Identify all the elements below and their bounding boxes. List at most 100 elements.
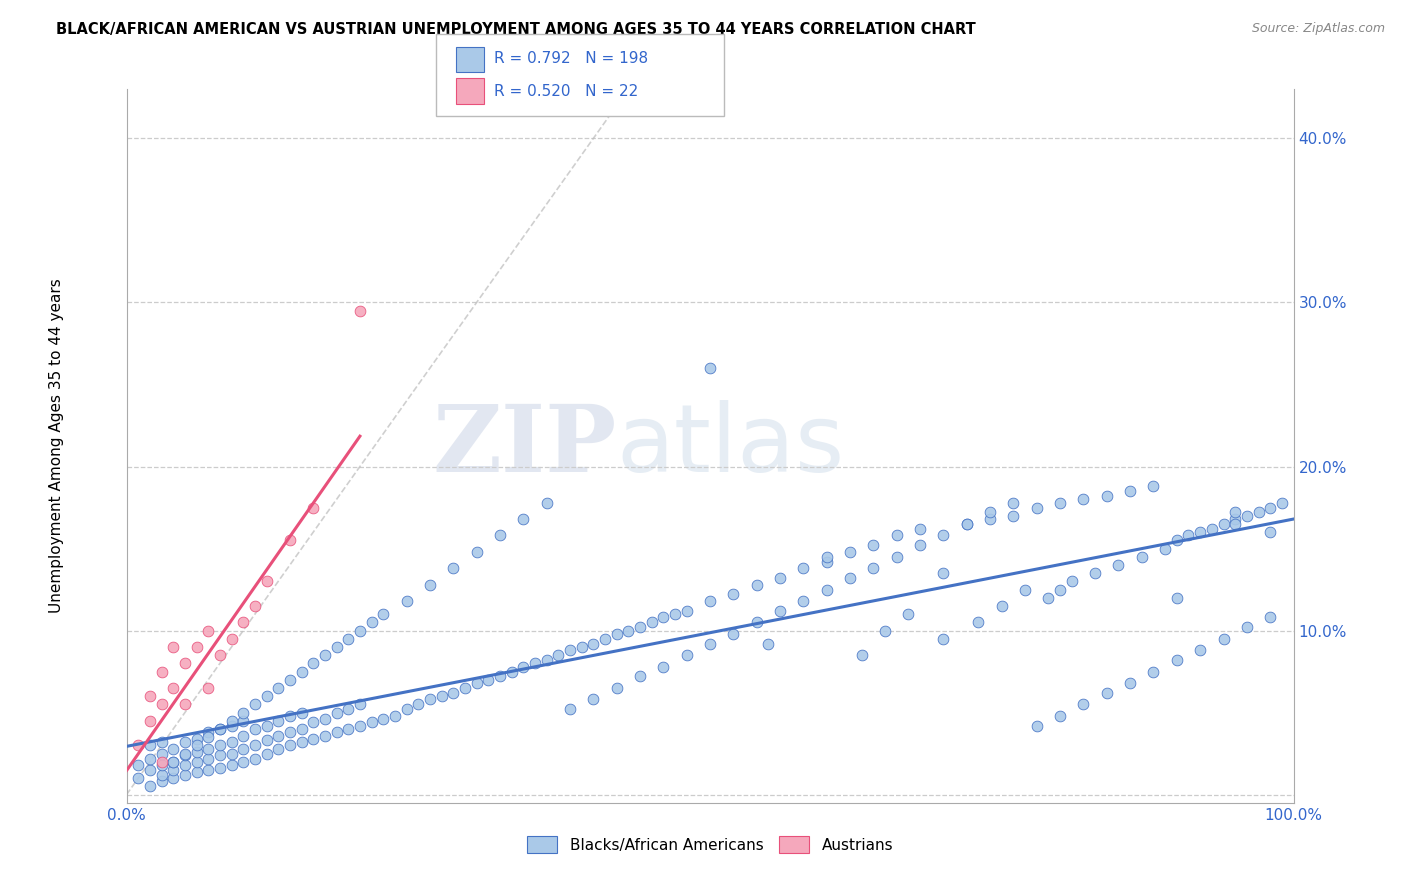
Point [908, 538, 931, 552]
Point [174, 698, 197, 712]
Point [652, 659, 675, 673]
Point [675, 604, 697, 618]
Point [699, 594, 721, 608]
Point [278, 533, 301, 548]
Text: BLACK/AFRICAN AMERICAN VS AUSTRIAN UNEMPLOYMENT AMONG AGES 35 TO 44 YEARS CORREL: BLACK/AFRICAN AMERICAN VS AUSTRIAN UNEMP… [56, 22, 976, 37]
Point [197, 741, 219, 756]
Point [886, 549, 908, 564]
Point [197, 751, 219, 765]
Point [243, 698, 266, 712]
Point [349, 719, 371, 733]
Point [232, 729, 254, 743]
Point [489, 669, 512, 683]
Point [628, 620, 651, 634]
Point [221, 735, 243, 749]
Point [256, 689, 278, 703]
Point [699, 637, 721, 651]
Point [465, 676, 488, 690]
Point [769, 571, 792, 585]
Point [723, 627, 745, 641]
Point [477, 673, 499, 687]
Point [956, 516, 979, 531]
Point [208, 722, 231, 736]
Point [1049, 709, 1071, 723]
Point [278, 673, 301, 687]
Point [1049, 495, 1071, 509]
Point [127, 739, 149, 753]
Point [606, 681, 628, 695]
Point [932, 566, 955, 581]
Point [536, 495, 558, 509]
Point [278, 709, 301, 723]
Point [373, 607, 395, 622]
Point [571, 640, 593, 654]
Point [186, 739, 208, 753]
Point [1002, 495, 1025, 509]
Point [606, 627, 628, 641]
Point [208, 761, 231, 775]
Point [1108, 558, 1130, 572]
Point [290, 722, 312, 736]
Point [419, 692, 441, 706]
Point [1166, 533, 1188, 548]
Point [314, 648, 336, 662]
Point [337, 702, 360, 716]
Point [208, 748, 231, 763]
Point [174, 758, 197, 772]
Point [1025, 719, 1047, 733]
Point [186, 640, 208, 654]
Point [150, 735, 173, 749]
Point [232, 714, 254, 728]
Point [419, 577, 441, 591]
Point [1095, 489, 1118, 503]
Point [256, 574, 278, 589]
Point [150, 755, 173, 769]
Text: R = 0.792   N = 198: R = 0.792 N = 198 [494, 52, 648, 66]
Point [1154, 541, 1177, 556]
Point [523, 657, 546, 671]
Point [792, 561, 814, 575]
Point [186, 755, 208, 769]
Point [243, 599, 266, 613]
Text: Unemployment Among Ages 35 to 44 years: Unemployment Among Ages 35 to 44 years [49, 278, 63, 614]
Point [256, 733, 278, 747]
Point [723, 587, 745, 601]
Point [325, 725, 347, 739]
Point [1038, 591, 1060, 605]
Point [150, 665, 173, 679]
Point [221, 747, 243, 761]
Point [1212, 632, 1234, 646]
Point [208, 739, 231, 753]
Point [221, 632, 243, 646]
Point [127, 758, 149, 772]
Point [197, 725, 219, 739]
Point [162, 681, 184, 695]
Point [302, 657, 325, 671]
Point [186, 745, 208, 759]
Point [1189, 643, 1212, 657]
Point [699, 361, 721, 376]
Point [792, 594, 814, 608]
Point [337, 632, 360, 646]
Point [150, 747, 173, 761]
Point [1060, 574, 1083, 589]
Point [162, 763, 184, 777]
Point [232, 807, 254, 822]
Point [979, 505, 1001, 519]
Point [243, 739, 266, 753]
Point [465, 545, 488, 559]
Point [290, 735, 312, 749]
Point [162, 771, 184, 785]
Point [221, 714, 243, 728]
Point [839, 571, 862, 585]
Point [593, 632, 616, 646]
Point [430, 689, 453, 703]
Text: Source: ZipAtlas.com: Source: ZipAtlas.com [1251, 22, 1385, 36]
Point [1177, 528, 1199, 542]
Point [127, 771, 149, 785]
Point [360, 615, 382, 630]
Point [302, 715, 325, 730]
Point [1258, 610, 1281, 624]
Point [139, 780, 162, 794]
Point [267, 714, 290, 728]
